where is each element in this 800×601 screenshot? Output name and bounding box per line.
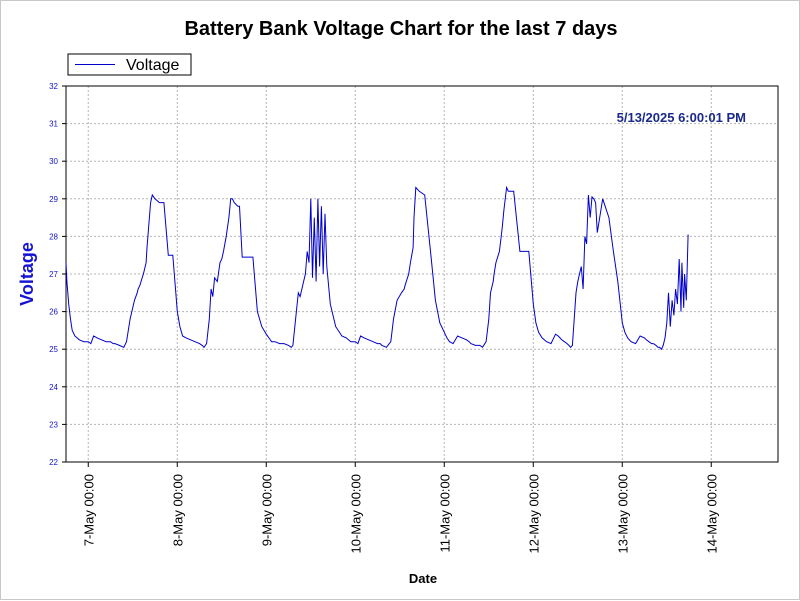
legend: Voltage [67, 53, 192, 76]
y-tick-label: 30 [49, 157, 58, 166]
x-tick-label: 8-May 00:00 [170, 474, 185, 546]
x-axis: 7-May 00:00 8-May 00:00 9-May 00:00 10-May … [81, 462, 719, 554]
grid [66, 86, 778, 462]
legend-label: Voltage [126, 57, 179, 74]
legend-box [67, 53, 192, 76]
x-tick-label: 9-May 00:00 [259, 474, 274, 546]
x-tick-label: 13-May 00:00 [615, 474, 630, 554]
y-axis: 22 23 24 25 26 27 28 29 30 31 32 [49, 82, 66, 467]
x-axis-label: Date [409, 571, 437, 586]
series-line-voltage [65, 185, 689, 351]
x-tick-label: 7-May 00:00 [81, 474, 96, 546]
chart-title: Battery Bank Voltage Chart for the last … [184, 18, 617, 40]
y-tick-label: 32 [49, 82, 58, 91]
y-tick-label: 22 [49, 458, 58, 467]
x-tick-label: 14-May 00:00 [704, 474, 719, 554]
y-tick-label: 31 [49, 120, 58, 129]
y-tick-label: 27 [49, 270, 58, 279]
x-tick-label: 11-May 00:00 [437, 474, 452, 553]
timestamp-label: 5/13/2025 6:00:01 PM [617, 110, 746, 125]
y-tick-label: 23 [49, 420, 58, 429]
y-tick-label: 29 [49, 195, 58, 204]
x-tick-label: 10-May 00:00 [348, 474, 363, 554]
x-tick-label: 12-May 00:00 [526, 474, 541, 554]
y-tick-label: 25 [49, 345, 58, 354]
y-tick-label: 24 [49, 383, 58, 392]
y-tick-label: 28 [49, 232, 58, 241]
y-axis-label: Voltage [17, 242, 37, 306]
y-tick-label: 26 [49, 308, 58, 317]
